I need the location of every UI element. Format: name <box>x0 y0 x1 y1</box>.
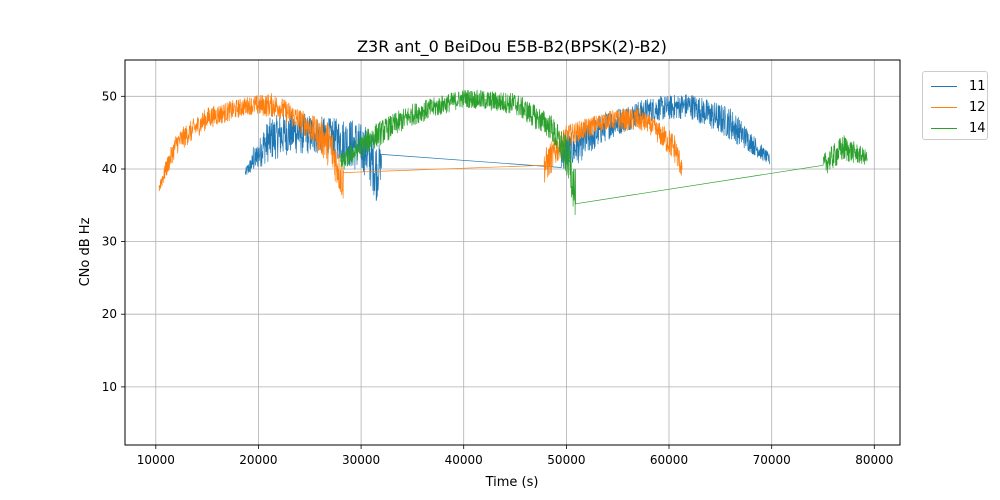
series-layer <box>158 89 868 216</box>
series-line-11 <box>244 94 770 202</box>
legend-label-14: 14 <box>969 121 986 136</box>
series-14 <box>340 89 868 216</box>
y-axis-label: CNo dB Hz <box>78 217 93 286</box>
legend-swatch-11 <box>931 86 957 87</box>
series-12 <box>158 93 683 199</box>
legend-swatch-12 <box>931 107 957 108</box>
plot-frame <box>124 59 901 446</box>
grid-lines <box>125 60 900 445</box>
legend-item-14: 14 <box>931 119 987 139</box>
legend-swatch-14 <box>931 128 957 129</box>
y-tick-label: 50 <box>102 89 117 103</box>
y-tick-label: 20 <box>102 307 117 321</box>
legend-label-12: 12 <box>969 100 986 115</box>
y-tick-label: 10 <box>102 380 117 394</box>
y-tick-label: 40 <box>102 162 117 176</box>
x-axis-label: Time (s) <box>485 475 539 490</box>
x-tick-label: 80000 <box>855 453 893 467</box>
legend-label-11: 11 <box>969 79 986 94</box>
x-tick-label: 40000 <box>445 453 483 467</box>
y-tick-label: 30 <box>102 235 117 249</box>
legend-item-11: 11 <box>931 77 987 97</box>
x-tick-label: 50000 <box>547 453 585 467</box>
x-axis-ticks: 10000 20000 30000 40000 50000 60000 70000 80000 <box>137 445 893 467</box>
series-line-14 <box>340 89 868 216</box>
x-tick-label: 60000 <box>650 453 688 467</box>
legend-item-12: 12 <box>931 98 987 118</box>
x-tick-label: 20000 <box>239 453 277 467</box>
x-tick-label: 10000 <box>137 453 175 467</box>
x-tick-label: 70000 <box>753 453 791 467</box>
y-axis-ticks: 10 20 30 40 50 <box>102 89 125 394</box>
series-11 <box>244 94 770 202</box>
series-line-12 <box>158 93 683 199</box>
x-tick-label: 30000 <box>342 453 380 467</box>
chart-title: Z3R ant_0 BeiDou E5B-B2(BPSK(2)-B2) <box>357 37 667 57</box>
legend: 11 12 14 <box>922 71 988 140</box>
